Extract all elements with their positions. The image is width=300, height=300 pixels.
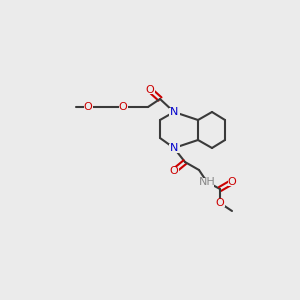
Bar <box>169 167 178 175</box>
Bar <box>169 143 179 152</box>
Text: O: O <box>146 85 154 95</box>
Bar <box>83 103 92 111</box>
Bar <box>118 103 127 111</box>
Bar <box>200 178 214 187</box>
Bar <box>227 178 236 186</box>
Text: O: O <box>228 177 236 187</box>
Text: O: O <box>169 166 178 176</box>
Text: O: O <box>216 198 224 208</box>
Bar <box>215 199 224 207</box>
Text: O: O <box>118 102 127 112</box>
Text: NH: NH <box>199 177 215 187</box>
Bar <box>169 107 179 116</box>
Bar <box>146 86 154 94</box>
Text: O: O <box>84 102 92 112</box>
Text: N: N <box>170 107 178 117</box>
Text: N: N <box>170 143 178 153</box>
